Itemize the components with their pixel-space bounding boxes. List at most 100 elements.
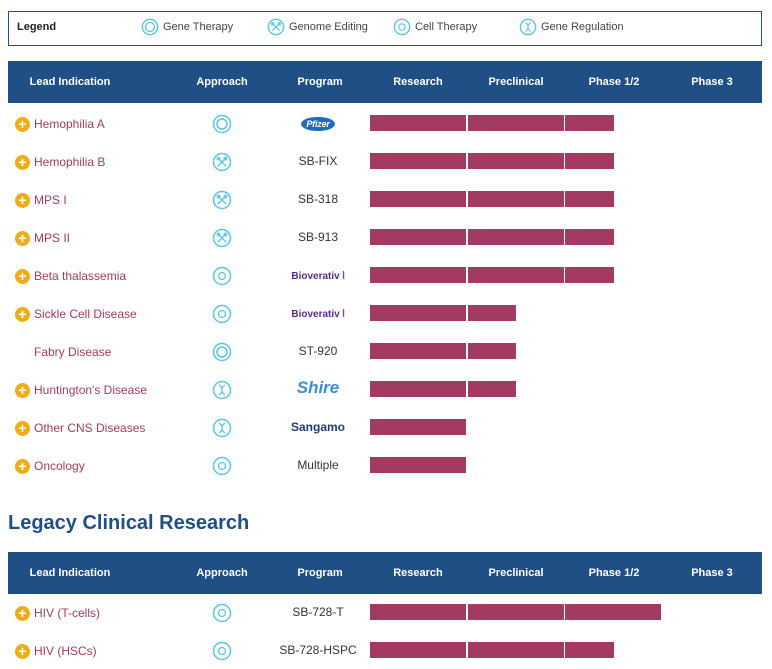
indication-link[interactable]: Oncology: [34, 459, 85, 473]
stage-bar-segment: [467, 229, 564, 245]
gene-therapy-icon: [212, 342, 232, 362]
expand-plus-icon[interactable]: +: [15, 606, 30, 621]
indication-link[interactable]: Beta thalassemia: [34, 269, 127, 283]
table-row: + Beta thalassemia Bioverativ ⦚: [8, 258, 762, 296]
table-row: Fabry Disease ST-920: [8, 334, 762, 372]
gene-regulation-icon: [519, 18, 537, 36]
column-header: Lead Indication: [29, 76, 111, 88]
column-header: Phase 3: [691, 76, 733, 88]
shire-logo: Shire: [296, 378, 340, 397]
column-header: Approach: [196, 76, 248, 88]
stage-bar-segment: [370, 381, 466, 397]
legend-item-genome-editing: Genome Editing: [267, 18, 368, 36]
indication-link[interactable]: Fabry Disease: [34, 345, 112, 359]
legend-item-cell-therapy: Cell Therapy: [393, 18, 477, 36]
stage-bar-segment: [370, 191, 466, 207]
stage-bar-segment: [565, 191, 614, 207]
stage-bar-segment: [370, 457, 466, 473]
genome-editing-icon: [267, 18, 285, 36]
expand-plus-icon[interactable]: +: [15, 383, 30, 398]
stage-bar-segment: [467, 343, 517, 359]
legend-label: Cell Therapy: [415, 21, 478, 33]
bioverativ-logo: Bioverativ ⦚: [291, 309, 345, 320]
genome-editing-icon: [212, 190, 232, 210]
expand-plus-icon[interactable]: +: [15, 117, 30, 132]
indication-link[interactable]: Huntington's Disease: [34, 383, 148, 397]
table-row: + Sickle Cell Disease Bioverativ ⦚: [8, 296, 762, 334]
expand-plus-icon[interactable]: +: [15, 644, 30, 659]
legend-title: Legend: [17, 21, 57, 33]
legacy-section-title: Legacy Clinical Research: [8, 512, 250, 534]
program-name: SB-728-T: [292, 605, 344, 619]
stage-bar-segment: [565, 642, 614, 658]
cell-therapy-icon: [212, 603, 232, 623]
expand-plus-icon[interactable]: +: [15, 155, 30, 170]
column-header: Program: [297, 567, 343, 579]
expand-plus-icon[interactable]: +: [15, 421, 30, 436]
gene-therapy-icon: [141, 18, 159, 36]
legend-box: Legend Gene Therapy Genome Editing Cell …: [8, 11, 762, 46]
sangamo-logo: Sangamo: [290, 420, 345, 434]
table-row: + Hemophilia A Pfizer: [8, 106, 762, 144]
column-header: Phase 3: [691, 567, 733, 579]
stage-bar-segment: [467, 642, 564, 658]
stage-bar-segment: [467, 191, 564, 207]
stage-bar-segment: [565, 267, 614, 283]
expand-plus-icon[interactable]: +: [15, 231, 30, 246]
cell-therapy-icon: [212, 641, 232, 661]
table-row: + HIV (HSCs) SB-728-HSPC: [8, 633, 762, 669]
stage-bar-segment: [370, 115, 466, 131]
indication-link[interactable]: MPS I: [34, 193, 67, 207]
stage-bar-segment: [467, 305, 517, 321]
expand-plus-icon[interactable]: +: [15, 269, 30, 284]
stage-bar-segment: [565, 604, 661, 620]
legend-item-gene-therapy: Gene Therapy: [141, 18, 233, 36]
column-header: Phase 1/2: [588, 76, 640, 88]
genome-editing-icon: [212, 152, 232, 172]
legend-label: Genome Editing: [289, 21, 368, 33]
program-name: SB-FIX: [298, 154, 338, 168]
program-name: SB-913: [297, 230, 339, 244]
stage-bar-segment: [467, 115, 564, 131]
table-row: + MPS I SB-318: [8, 182, 762, 220]
column-header: Approach: [196, 567, 248, 579]
stage-bar-segment: [370, 229, 466, 245]
table-row: + Huntington's Disease Shire: [8, 372, 762, 410]
indication-link[interactable]: Sickle Cell Disease: [34, 307, 137, 321]
table-row: + Oncology Multiple: [8, 448, 762, 486]
cell-therapy-icon: [212, 266, 232, 286]
indication-link[interactable]: HIV (HSCs): [34, 644, 97, 658]
table-row: + Other CNS Diseases Sangamo: [8, 410, 762, 448]
stage-bar-segment: [467, 267, 564, 283]
stage-bar-segment: [565, 229, 614, 245]
expand-plus-icon[interactable]: +: [15, 193, 30, 208]
indication-link[interactable]: Hemophilia A: [34, 117, 105, 131]
column-header: Research: [393, 76, 443, 88]
stage-bar-segment: [370, 267, 466, 283]
program-name: SB-318: [297, 192, 339, 206]
program-name: Multiple: [297, 458, 339, 472]
stage-bar-segment: [370, 153, 466, 169]
legend-item-gene-regulation: Gene Regulation: [519, 18, 624, 36]
indication-link[interactable]: MPS II: [34, 231, 71, 245]
stage-bar-segment: [370, 419, 466, 435]
column-header: Phase 1/2: [588, 567, 640, 579]
gene-regulation-icon: [212, 418, 232, 438]
expand-plus-icon[interactable]: +: [15, 307, 30, 322]
indication-link[interactable]: Hemophilia B: [34, 155, 106, 169]
expand-plus-icon[interactable]: +: [15, 459, 30, 474]
cell-therapy-icon: [212, 456, 232, 476]
program-name: SB-728-HSPC: [279, 643, 357, 657]
indication-link[interactable]: Other CNS Diseases: [34, 421, 146, 435]
indication-link[interactable]: HIV (T-cells): [34, 606, 100, 620]
pipeline-table-header: Lead Indication Approach Program Research Pr…: [8, 61, 762, 103]
table-row: + Hemophilia B SB-FIX: [8, 144, 762, 182]
stage-bar-segment: [370, 642, 466, 658]
stage-bar-segment: [565, 115, 614, 131]
cell-therapy-icon: [393, 18, 411, 36]
legacy-table-header: Lead Indication Approach Program Research Pr…: [8, 552, 762, 594]
stage-bar-segment: [370, 604, 466, 620]
table-row: + MPS II SB-913: [8, 220, 762, 258]
column-header: Lead Indication: [29, 567, 111, 579]
stage-bar-segment: [467, 153, 564, 169]
